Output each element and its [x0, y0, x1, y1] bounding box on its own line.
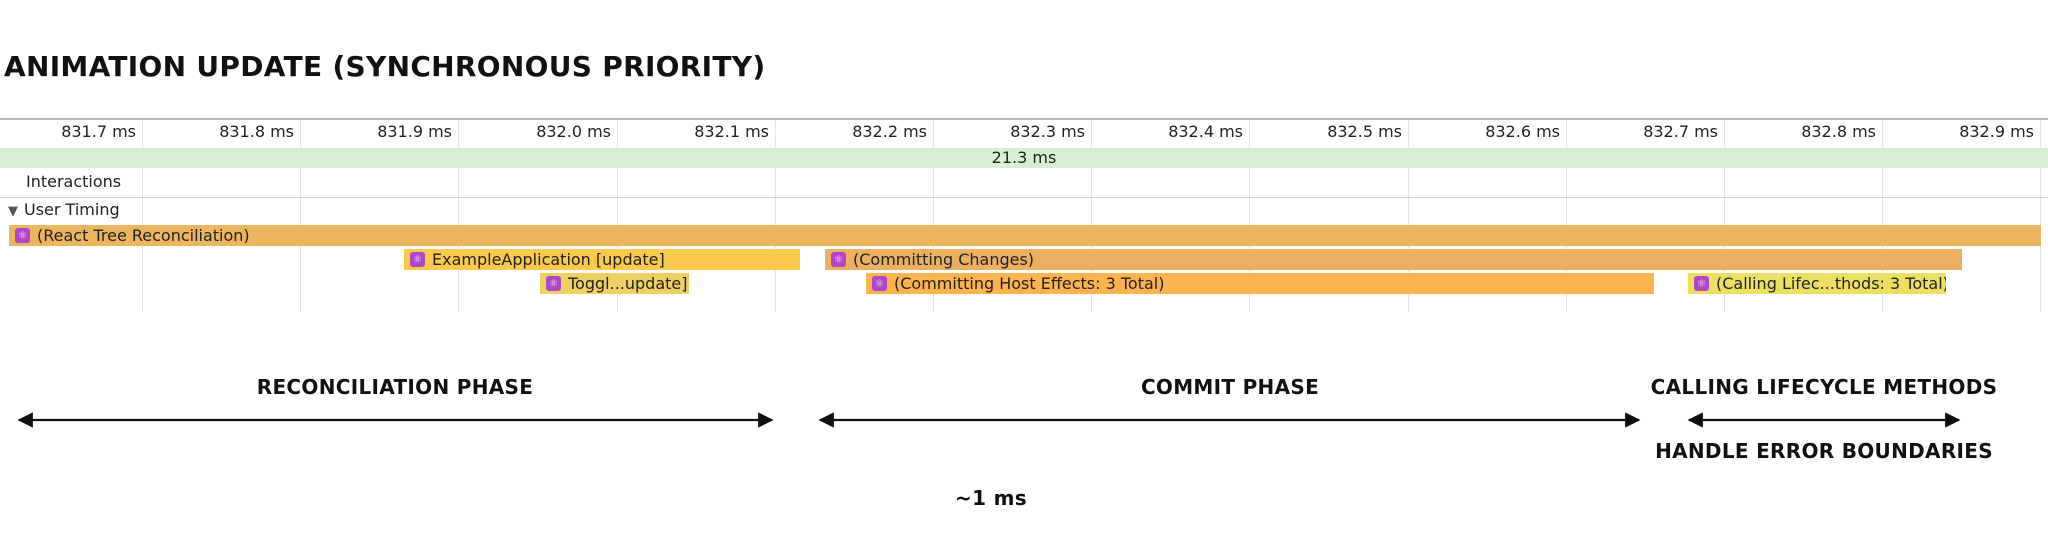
react-icon: ⚛: [872, 276, 887, 291]
grid-line: [458, 120, 459, 312]
time-tick-label: 831.9 ms: [377, 122, 452, 141]
grid-line: [1724, 120, 1725, 312]
interaction-bar[interactable]: 21.3 ms: [0, 148, 2048, 168]
lifecycle-phase-label: CALLING LIFECYCLE METHODS: [1650, 375, 1998, 399]
time-tick-label: 832.4 ms: [1168, 122, 1243, 141]
interactions-row-label: Interactions: [26, 172, 122, 191]
example-application-update-mark[interactable]: ⚛ ExampleApplication [update]: [404, 249, 800, 270]
grid-line: [1249, 120, 1250, 312]
collapse-triangle-icon[interactable]: ▼: [8, 204, 18, 219]
time-tick-label: 832.8 ms: [1801, 122, 1876, 141]
grid-line: [775, 120, 776, 312]
time-tick-label: 832.2 ms: [852, 122, 927, 141]
toggle-update-mark[interactable]: ⚛ Toggl...update]: [540, 273, 689, 294]
grid-line: [1882, 120, 1883, 312]
reconciliation-phase-label: RECONCILIATION PHASE: [256, 375, 534, 399]
grid-line: [1408, 120, 1409, 312]
user-timing-label: User Timing: [24, 200, 120, 219]
time-tick-label: 832.3 ms: [1010, 122, 1085, 141]
grid-line: [1091, 120, 1092, 312]
react-icon: ⚛: [15, 228, 30, 243]
react-icon: ⚛: [831, 252, 846, 267]
grid-line: [2040, 120, 2041, 312]
time-tick-label: 832.9 ms: [1959, 122, 2034, 141]
user-timing-row-toggle[interactable]: ▼ User Timing: [8, 200, 120, 219]
react-icon: ⚛: [1694, 276, 1709, 291]
time-tick-label: 832.0 ms: [536, 122, 611, 141]
committing-changes-mark[interactable]: ⚛ (Committing Changes): [825, 249, 1962, 270]
time-tick-label: 832.5 ms: [1327, 122, 1402, 141]
grid-line: [617, 120, 618, 312]
commit-phase-label: COMMIT PHASE: [1140, 375, 1320, 399]
calling-lifecycle-methods-mark[interactable]: ⚛ (Calling Lifec...thods: 3 Total): [1688, 273, 1946, 294]
grid-line: [142, 120, 143, 312]
error-boundaries-label: HANDLE ERROR BOUNDARIES: [1655, 439, 1993, 463]
time-tick-label: 832.1 ms: [694, 122, 769, 141]
time-tick-label: 832.7 ms: [1643, 122, 1718, 141]
grid-line: [300, 120, 301, 312]
react-icon: ⚛: [546, 276, 561, 291]
grid-line: [933, 120, 934, 312]
duration-note: ~1 ms: [955, 486, 1027, 510]
committing-host-effects-mark[interactable]: ⚛ (Committing Host Effects: 3 Total): [866, 273, 1654, 294]
time-tick-label: 831.7 ms: [61, 122, 136, 141]
react-tree-reconciliation-mark[interactable]: ⚛ (React Tree Reconciliation): [9, 225, 2041, 246]
mark-label: ExampleApplication [update]: [432, 250, 665, 269]
grid-line: [1566, 120, 1567, 312]
mark-label: (Committing Host Effects: 3 Total): [894, 274, 1165, 293]
page-title: ANIMATION UPDATE (SYNCHRONOUS PRIORITY): [4, 50, 766, 83]
timeline-panel: 831.7 ms 831.8 ms 831.9 ms 832.0 ms 832.1 ms…: [0, 118, 2048, 312]
timeline-top-border: [0, 118, 2048, 120]
mark-label: (Committing Changes): [853, 250, 1035, 269]
mark-label: (React Tree Reconciliation): [37, 226, 250, 245]
time-tick-label: 832.6 ms: [1485, 122, 1560, 141]
react-icon: ⚛: [410, 252, 425, 267]
time-tick-label: 831.8 ms: [219, 122, 294, 141]
row-separator: [0, 197, 2048, 198]
mark-label: (Calling Lifec...thods: 3 Total): [1716, 274, 1946, 293]
mark-label: Toggl...update]: [568, 274, 688, 293]
